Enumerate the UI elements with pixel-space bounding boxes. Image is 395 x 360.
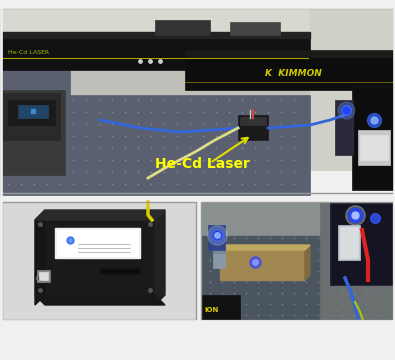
Polygon shape — [220, 250, 305, 280]
Polygon shape — [35, 210, 45, 305]
Polygon shape — [155, 210, 165, 305]
Polygon shape — [220, 245, 310, 250]
Polygon shape — [57, 230, 138, 256]
Bar — [354, 88, 393, 188]
Bar — [0, 95, 310, 195]
Bar — [2, 202, 196, 350]
Bar — [0, 60, 395, 95]
Bar — [338, 225, 360, 260]
Bar — [352, 85, 395, 190]
Bar — [0, 60, 70, 100]
Bar — [310, 8, 395, 170]
Bar — [0, 90, 65, 175]
Bar — [393, 0, 395, 360]
Text: HR-Fiber Optic Spectrometer: HR-Fiber Optic Spectrometer — [10, 344, 191, 354]
Bar — [240, 117, 266, 125]
Bar — [0, 320, 395, 355]
Bar — [360, 135, 388, 160]
Bar — [0, 8, 395, 193]
Bar — [0, 0, 2, 360]
Bar — [208, 225, 225, 250]
Text: He-Cd LASER: He-Cd LASER — [8, 50, 49, 55]
Bar — [185, 57, 395, 90]
Polygon shape — [35, 295, 165, 305]
Bar — [100, 268, 140, 274]
Bar — [0, 0, 395, 8]
Bar — [201, 202, 393, 320]
Bar — [213, 252, 225, 268]
Bar — [340, 227, 358, 258]
Polygon shape — [35, 220, 155, 295]
Text: K  KIMMON: K KIMMON — [265, 69, 322, 78]
Polygon shape — [55, 228, 140, 258]
Bar — [330, 202, 393, 285]
Bar — [39, 272, 48, 280]
Bar — [0, 350, 395, 360]
Bar — [335, 100, 358, 155]
Bar — [155, 20, 210, 35]
Bar — [0, 8, 395, 60]
Bar — [320, 202, 393, 320]
Polygon shape — [305, 245, 310, 280]
Bar — [201, 202, 393, 235]
Bar — [185, 50, 395, 57]
Bar — [3, 93, 60, 140]
Polygon shape — [35, 210, 165, 220]
Bar — [238, 115, 268, 140]
Bar — [8, 100, 55, 125]
Bar — [102, 270, 138, 272]
Bar — [213, 245, 225, 253]
Text: Sample Stage: Sample Stage — [268, 344, 354, 354]
Bar — [332, 205, 391, 283]
Bar — [201, 202, 393, 320]
Bar — [2, 202, 196, 320]
Bar — [18, 105, 48, 118]
Bar — [358, 130, 390, 165]
Bar — [230, 22, 280, 35]
Text: He-Cd Laser: He-Cd Laser — [155, 157, 250, 171]
Bar — [0, 32, 310, 70]
Polygon shape — [0, 32, 310, 38]
Text: ION: ION — [204, 307, 218, 313]
Bar — [37, 270, 50, 282]
Bar — [201, 295, 240, 320]
